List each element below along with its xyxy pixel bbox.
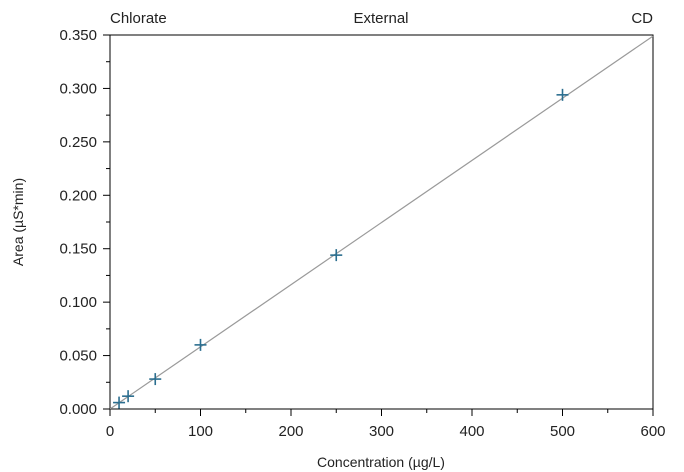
data-point-marker (330, 249, 343, 262)
x-tick-label: 300 (369, 423, 394, 440)
y-tick-label: 0.150 (59, 241, 97, 258)
header-calibration-type-label: External (353, 10, 408, 27)
y-tick-label: 0.300 (59, 80, 97, 97)
linear-fit-line (109, 35, 654, 410)
x-tick-label: 100 (188, 423, 213, 440)
data-point-marker (113, 396, 126, 409)
y-axis-ticks: 0.000 0.050 0.100 0.150 0.200 0.250 0.300 0.350 (59, 27, 110, 418)
x-tick-label: 600 (640, 423, 665, 440)
x-axis-ticks: 0 100 200 300 400 500 600 (106, 409, 666, 440)
y-tick-label: 0.350 (59, 27, 97, 44)
x-tick-label: 0 (106, 423, 114, 440)
y-tick-label: 0.200 (59, 187, 97, 204)
data-point-marker (122, 390, 135, 403)
y-tick-label: 0.000 (59, 401, 97, 418)
y-tick-label: 0.250 (59, 134, 97, 151)
x-axis-title: Concentration (µg/L) (317, 454, 445, 470)
header-compound-label: Chlorate (110, 10, 167, 27)
x-tick-label: 500 (550, 423, 575, 440)
y-tick-label: 0.100 (59, 294, 97, 311)
data-point-marker (556, 88, 569, 101)
fit-line-layer (109, 35, 654, 410)
header-detector-label: CD (631, 10, 653, 27)
data-point-marker (149, 373, 162, 386)
data-point-marker (194, 338, 207, 351)
data-points-layer (113, 88, 569, 409)
y-axis-title: Area (µS*min) (10, 178, 26, 266)
y-tick-label: 0.050 (59, 348, 97, 365)
x-tick-label: 200 (278, 423, 303, 440)
x-tick-label: 400 (459, 423, 484, 440)
